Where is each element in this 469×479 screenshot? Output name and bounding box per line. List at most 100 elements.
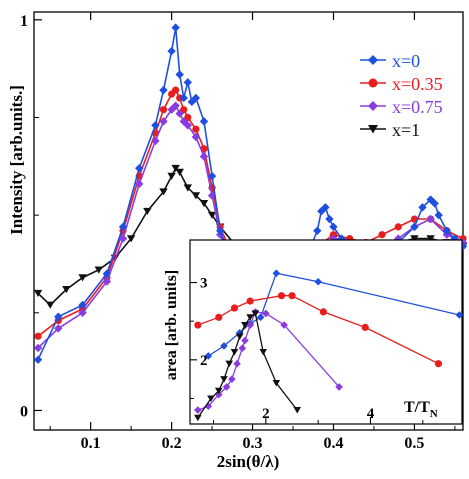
- main-data-point: [313, 226, 322, 235]
- inset-series-2: [194, 308, 343, 414]
- main-data-point: [143, 207, 152, 216]
- main-data-point: [34, 332, 42, 340]
- main-data-point: [171, 101, 180, 110]
- legend-marker: [368, 101, 378, 111]
- main-plot-frame: [33, 11, 464, 431]
- inset-x-tick-label: 2: [262, 406, 270, 422]
- main-data-point: [184, 113, 192, 122]
- inset-data-point: [194, 414, 202, 422]
- inset-series-0: [204, 269, 464, 360]
- main-data-point: [78, 308, 87, 318]
- main-data-point: [191, 93, 201, 103]
- inset-data-point: [246, 321, 254, 329]
- inset-data-point: [361, 323, 369, 331]
- main-data-point: [183, 78, 192, 87]
- inset-chart: 2 4 2 3 area [arb. units] T/TN: [163, 239, 464, 425]
- main-data-point: [378, 231, 386, 239]
- inset-data-point: [272, 269, 281, 278]
- inset-plot-frame: [189, 239, 463, 425]
- main-x-tick-label: 0.3: [243, 435, 263, 452]
- inset-data-point: [233, 359, 241, 368]
- inset-data-point: [230, 304, 239, 312]
- inset-y-axis-label: area [arb. units]: [163, 270, 180, 380]
- main-data-point: [183, 121, 192, 130]
- inset-data-point: [262, 309, 270, 318]
- legend: x=0 x=0.35 x=0.75 x=1: [360, 51, 443, 140]
- main-data-point: [179, 93, 188, 103]
- main-tick-labels: 0.1 0.2 0.3 0.4 0.5 0 1: [20, 13, 424, 452]
- main-data-point: [167, 46, 176, 56]
- main-data-point: [426, 214, 435, 224]
- main-data-point: [135, 164, 144, 173]
- inset-data-point: [434, 360, 443, 368]
- inset-data-point: [246, 297, 254, 305]
- main-data-point: [33, 355, 43, 364]
- main-data-point: [192, 125, 200, 133]
- main-data-point: [78, 274, 87, 282]
- main-data-point: [159, 106, 168, 114]
- main-data-point: [175, 168, 184, 176]
- main-x-tick-label: 0.5: [404, 435, 424, 452]
- main-data-point: [62, 286, 71, 294]
- legend-label: x=0.75: [392, 97, 443, 117]
- legend-marker: [368, 125, 378, 134]
- main-data-point: [329, 222, 338, 232]
- inset-tick-labels: 2 4 2 3: [200, 276, 375, 422]
- main-x-tick-label: 0.1: [81, 435, 101, 452]
- main-data-point: [321, 203, 330, 212]
- inset-data-point: [194, 321, 202, 329]
- inset-data-point: [214, 390, 223, 399]
- main-data-point: [410, 235, 419, 243]
- main-data-point: [167, 172, 176, 180]
- main-data-point: [442, 226, 452, 235]
- main-data-point: [33, 289, 43, 298]
- inset-background: [190, 240, 462, 424]
- inset-data-point: [241, 322, 249, 329]
- inset-data-point: [225, 360, 234, 368]
- legend-label: x=1: [392, 120, 420, 140]
- main-data-point: [183, 184, 192, 192]
- main-data-point: [175, 109, 184, 118]
- main-x-tick-label: 0.2: [162, 435, 182, 452]
- inset-tick-marks: [190, 281, 424, 424]
- main-x-tick-label: 0.4: [323, 435, 343, 452]
- inset-data-point: [251, 310, 260, 317]
- inset-data-point: [235, 328, 244, 337]
- inset-data-point: [335, 383, 343, 391]
- main-data-point: [180, 106, 188, 114]
- main-data-point: [102, 277, 112, 286]
- main-data-point: [126, 235, 136, 243]
- main-data-point: [434, 210, 443, 220]
- main-data-point: [151, 136, 160, 146]
- inset-data-point: [228, 375, 236, 383]
- main-data-point: [118, 222, 128, 232]
- legend-marker: [368, 55, 378, 65]
- legend-label: x=0.35: [392, 74, 443, 94]
- main-data-point: [410, 222, 419, 232]
- inset-data-point: [220, 376, 228, 383]
- inset-data-point: [246, 314, 254, 321]
- inset-data-point: [204, 352, 213, 360]
- inset-data-point: [207, 395, 215, 402]
- inset-series-3: [194, 310, 302, 422]
- inset-data-point: [238, 344, 247, 353]
- inset-data-point: [214, 387, 223, 395]
- main-data-point: [199, 117, 209, 126]
- inset-data-point: [314, 277, 322, 286]
- inset-data-point: [319, 308, 327, 316]
- inset-data-point: [215, 313, 223, 321]
- main-x-axis-label: 2sin(θ/λ): [217, 452, 280, 471]
- main-data-point: [207, 191, 217, 200]
- main-data-point: [151, 121, 160, 130]
- main-data-point: [171, 164, 180, 173]
- main-y-axis-label: Intensity [arb.units.]: [7, 85, 26, 235]
- main-data-point: [199, 200, 209, 208]
- main-data-point: [207, 211, 217, 219]
- main-data-point: [199, 152, 209, 161]
- inset-data-point: [455, 311, 464, 319]
- main-data-point: [135, 179, 144, 189]
- inset-y-tick-label: 2: [200, 353, 208, 369]
- inset-data-point: [288, 292, 296, 300]
- main-data-point: [33, 343, 43, 353]
- main-data-point: [159, 85, 168, 95]
